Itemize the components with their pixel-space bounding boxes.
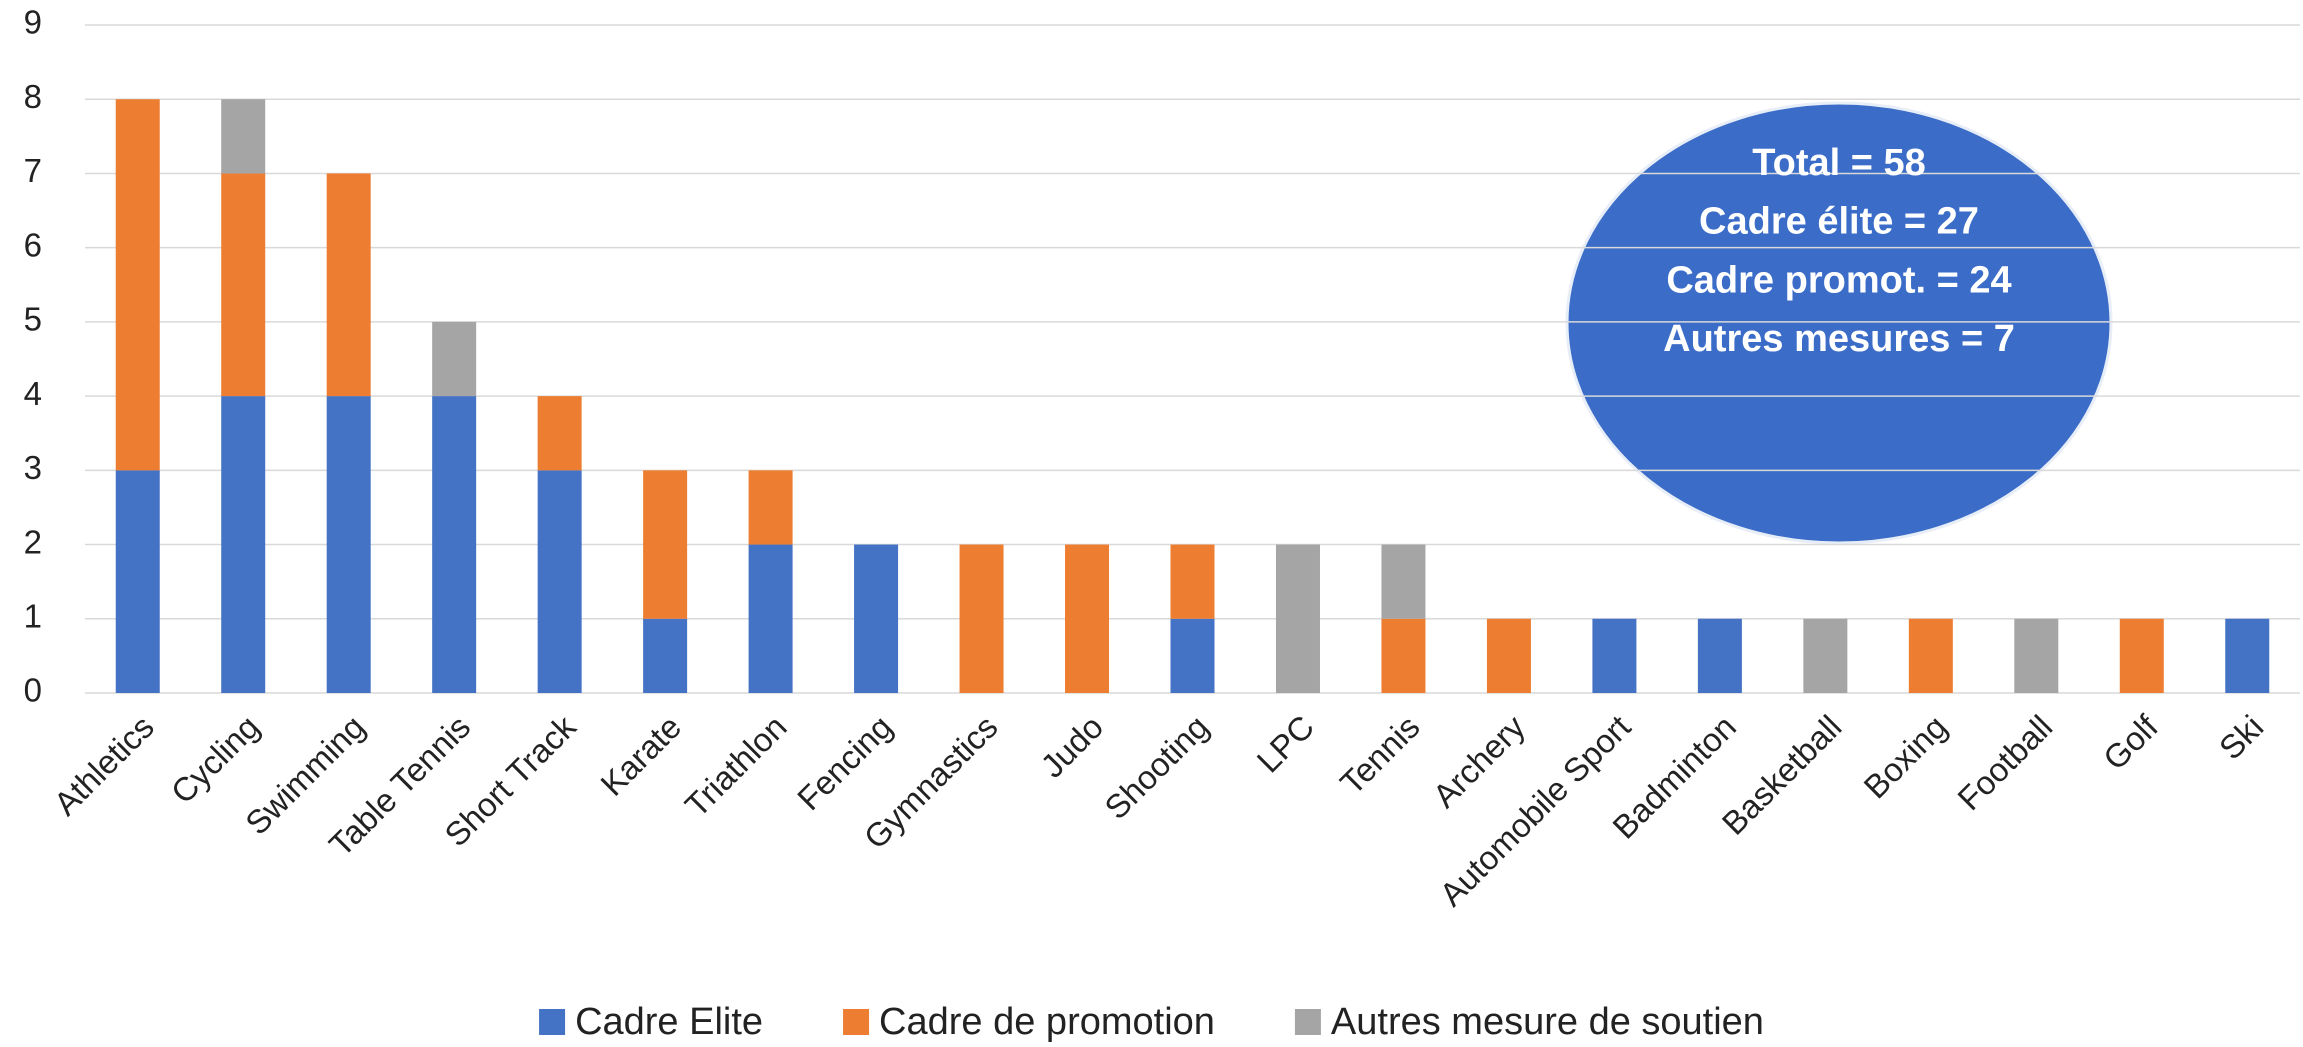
x-tick-label: LPC <box>1250 708 1322 780</box>
bar-segment <box>854 545 898 693</box>
legend-item: Autres mesure de soutien <box>1295 1001 1764 1043</box>
y-tick-label: 2 <box>24 523 42 560</box>
annotation-text: Autres mesures = 7 <box>1663 318 2015 360</box>
x-tick-label: Fencing <box>790 708 899 817</box>
x-tick-label: Automobile Sport <box>1432 708 1637 913</box>
bar-segment <box>432 396 476 693</box>
bar-segment <box>2120 619 2164 693</box>
y-tick-label: 7 <box>24 152 42 189</box>
bar-segment <box>327 396 371 693</box>
bar-segment <box>1381 545 1425 619</box>
bar-segment <box>432 322 476 396</box>
x-tick-label: Shooting <box>1097 708 1215 826</box>
bar-segment <box>221 99 265 173</box>
x-tick-label: Cycling <box>164 708 267 811</box>
y-tick-label: 4 <box>24 375 42 412</box>
bar-segment <box>538 396 582 470</box>
x-tick-label: Tennis <box>1333 708 1427 802</box>
annotation-text: Total = 58 <box>1752 142 1926 184</box>
chart: 0123456789AthleticsCyclingSwimmingTable … <box>0 0 2303 1047</box>
y-tick-label: 5 <box>24 301 42 338</box>
bar-segment <box>960 545 1004 693</box>
legend-item: Cadre Elite <box>539 1001 763 1043</box>
x-tick-label: Archery <box>1425 708 1532 815</box>
x-tick-label: Karate <box>593 708 688 803</box>
bar-segment <box>2014 619 2058 693</box>
y-tick-label: 1 <box>24 597 42 634</box>
y-tick-label: 0 <box>24 672 42 709</box>
legend-label: Cadre de promotion <box>879 1001 1215 1043</box>
x-tick-label: Triathlon <box>678 708 794 824</box>
bar-segment <box>538 470 582 693</box>
bar-segment <box>1381 619 1425 693</box>
annotation-text: Cadre promot. = 24 <box>1666 259 2011 301</box>
annotation-text: Cadre élite = 27 <box>1699 201 1979 243</box>
y-tick-label: 6 <box>24 226 42 263</box>
y-tick-label: 3 <box>24 449 42 486</box>
bar-segment <box>1803 619 1847 693</box>
x-tick-label: Judo <box>1033 708 1110 785</box>
bar-segment <box>643 619 687 693</box>
y-tick-label: 8 <box>24 78 42 115</box>
bar-segment <box>327 173 371 396</box>
bar-segment <box>1171 619 1215 693</box>
x-tick-label: Golf <box>2096 707 2166 777</box>
legend-swatch <box>843 1009 869 1035</box>
bar-segment <box>221 173 265 396</box>
legend-label: Autres mesure de soutien <box>1331 1001 1764 1043</box>
bar-segment <box>1171 545 1215 619</box>
legend-item: Cadre de promotion <box>843 1001 1215 1043</box>
bar-segment <box>221 396 265 693</box>
legend-swatch <box>1295 1009 1321 1035</box>
bar-segment <box>1909 619 1953 693</box>
bar-segment <box>1276 545 1320 693</box>
y-tick-label: 9 <box>24 4 42 41</box>
bar-segment <box>749 470 793 544</box>
bar-segment <box>1698 619 1742 693</box>
bar-segment <box>1592 619 1636 693</box>
bar-segment <box>1065 545 1109 693</box>
x-tick-label: Football <box>1950 708 2059 817</box>
bar-segment <box>1487 619 1531 693</box>
bar-segment <box>749 545 793 693</box>
bar-segment <box>643 470 687 618</box>
legend-label: Cadre Elite <box>575 1001 763 1043</box>
bar-segment <box>116 99 160 470</box>
bar-segment <box>116 470 160 693</box>
bar-segment <box>2225 619 2269 693</box>
x-tick-label: Ski <box>2212 708 2271 767</box>
x-tick-label: Athletics <box>47 708 161 822</box>
legend-swatch <box>539 1009 565 1035</box>
x-tick-label: Boxing <box>1856 708 1954 806</box>
